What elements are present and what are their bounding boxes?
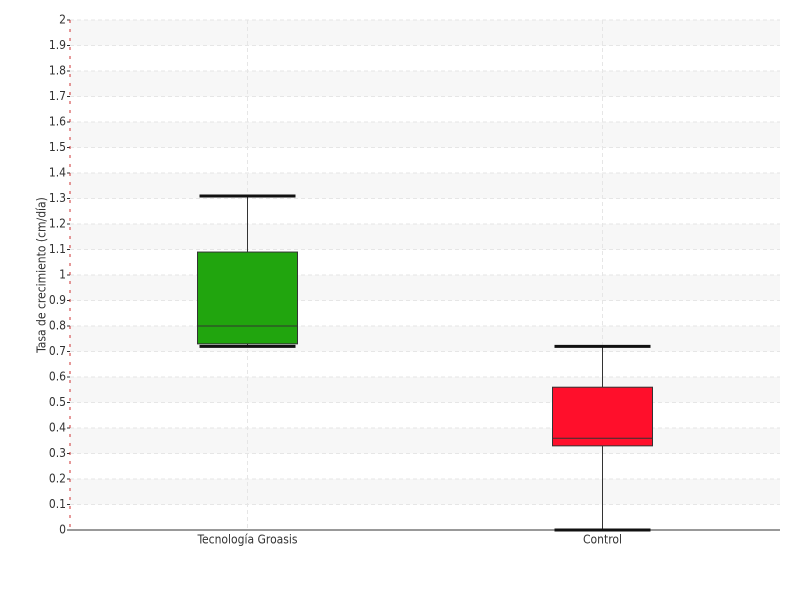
box bbox=[197, 251, 298, 345]
grid-band bbox=[70, 122, 780, 148]
y-tick-label: 0.4 bbox=[49, 421, 66, 435]
y-tick-label: 0.9 bbox=[49, 293, 66, 307]
y-tick-label: 1.6 bbox=[49, 115, 66, 129]
box bbox=[552, 386, 653, 447]
y-tick-label: 0.1 bbox=[49, 497, 66, 511]
y-axis-label: Tasa de crecimiento (cm/día) bbox=[35, 197, 49, 354]
grid-band bbox=[70, 71, 780, 97]
y-tick-label: 1.2 bbox=[49, 217, 66, 231]
grid-band bbox=[70, 428, 780, 454]
y-tick-label: 0.8 bbox=[49, 319, 66, 333]
x-tick-label: Control bbox=[583, 533, 622, 547]
y-tick-label: 1.8 bbox=[49, 64, 66, 78]
grid-band bbox=[70, 326, 780, 352]
grid-band bbox=[70, 20, 780, 46]
y-tick-label: 2 bbox=[59, 13, 66, 27]
y-tick-label: 0.3 bbox=[49, 446, 66, 460]
y-tick-label: 1.3 bbox=[49, 191, 66, 205]
y-tick-label: 1.4 bbox=[49, 166, 66, 180]
x-tick-label: Tecnología Groasis bbox=[196, 533, 297, 547]
y-tick-label: 1.9 bbox=[49, 38, 66, 52]
y-tick-label: 0.6 bbox=[49, 370, 66, 384]
y-tick-label: 0 bbox=[59, 523, 66, 537]
grid-band bbox=[70, 173, 780, 199]
grid-band bbox=[70, 275, 780, 301]
y-tick-label: 1.5 bbox=[49, 140, 66, 154]
y-tick-label: 0.7 bbox=[49, 344, 66, 358]
grid-band bbox=[70, 224, 780, 250]
grid-band bbox=[70, 479, 780, 505]
y-tick-label: 0.5 bbox=[49, 395, 66, 409]
y-tick-label: 0.2 bbox=[49, 472, 66, 486]
grid-band bbox=[70, 377, 780, 403]
y-tick-label: 1.1 bbox=[49, 242, 66, 256]
y-tick-label: 1 bbox=[59, 268, 66, 282]
y-tick-label: 1.7 bbox=[49, 89, 66, 103]
